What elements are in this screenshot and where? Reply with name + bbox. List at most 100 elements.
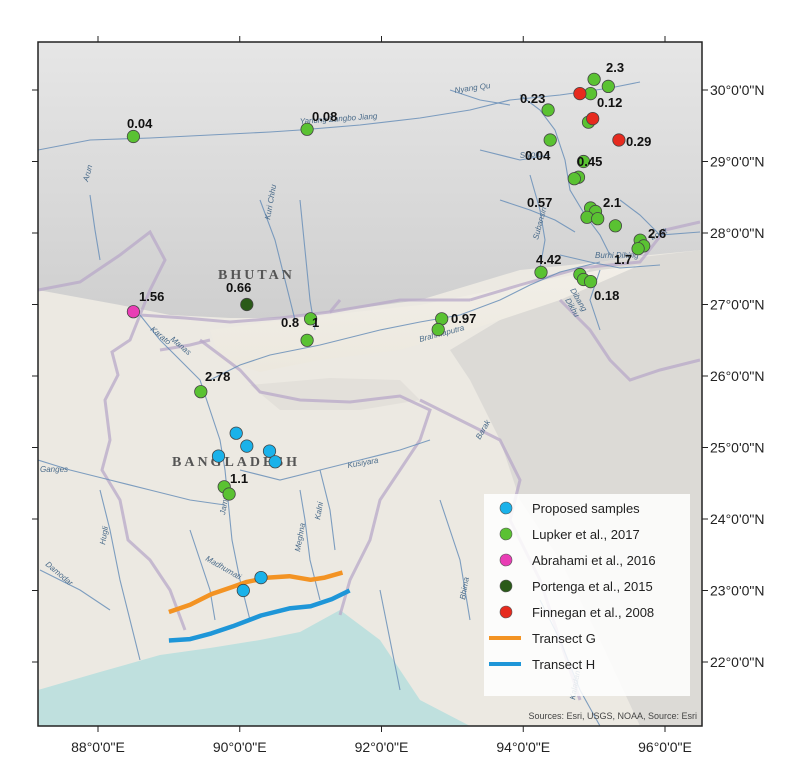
river-line: [189, 529, 216, 621]
value-label: 1: [312, 315, 319, 330]
legend-label: Transect H: [532, 657, 595, 672]
value-label: 2.6: [648, 226, 666, 241]
country-boundary: [159, 338, 211, 352]
river-label: Kalni: [313, 501, 325, 520]
x-tick-label: 90°0'0"E: [213, 739, 267, 755]
river-label: Burhi Dihing: [595, 251, 639, 260]
sample-point: [534, 265, 548, 279]
river-line: [379, 589, 401, 691]
legend-label: Abrahami et al., 2016: [532, 553, 656, 568]
sample-point: [586, 112, 600, 126]
sample-points: [126, 72, 651, 598]
sample-point: [583, 274, 598, 289]
river-label: Siyom: [519, 149, 542, 160]
country-boundary: [329, 298, 470, 314]
y-tick-label: 24°0'0"N: [710, 511, 765, 527]
x-tick-label: 94°0'0"E: [496, 739, 550, 755]
sample-point: [576, 154, 591, 169]
country-boundary: [558, 298, 701, 382]
country-boundary: [199, 338, 432, 616]
river-label: Ganges: [40, 465, 68, 474]
value-label: 2.78: [205, 369, 230, 384]
y-tick-label: 26°0'0"N: [710, 368, 765, 384]
value-label: 0.66: [226, 280, 251, 295]
river-line: [619, 199, 701, 236]
sample-point: [543, 133, 557, 147]
graticule-ticks: 88°0'0"E 90°0'0"E 92°0'0"E 94°0'0"E 96°0'0"E…: [32, 36, 765, 755]
sample-point: [254, 570, 268, 585]
y-tick-label: 22°0'0"N: [710, 654, 765, 670]
sample-point: [567, 172, 581, 186]
river-label: Hugli: [98, 526, 110, 546]
country-boundaries: [38, 220, 701, 701]
sample-point: [211, 449, 226, 463]
attribution: Sources: Esri, USGS, NOAA, Source: Esri: [528, 711, 697, 721]
country-boundary: [469, 220, 701, 302]
x-tick-label: 96°0'0"E: [638, 739, 692, 755]
sample-point: [608, 219, 623, 233]
x-tick-label: 88°0'0"E: [71, 739, 125, 755]
value-label: 2.1: [603, 195, 621, 210]
sample-point: [194, 385, 208, 399]
value-label: 1.1: [230, 471, 248, 486]
legend-symbol: [499, 501, 513, 515]
sample-point: [126, 129, 140, 144]
value-label: 1.56: [139, 289, 164, 304]
value-label: 0.97: [451, 311, 476, 326]
sample-point: [587, 72, 601, 86]
y-tick-label: 29°0'0"N: [710, 154, 765, 170]
sample-point: [631, 242, 645, 256]
legend: Proposed samples Lupker et al., 2017 Abrah…: [484, 494, 690, 696]
value-label: 0.04: [525, 148, 551, 163]
value-labels: 2.3 0.23 0.12 0.04 0.08 0.04 0.29 0.45 0.57 2.1 2.…: [127, 60, 666, 486]
river-line: [529, 174, 546, 269]
river-label: Bhima: [458, 576, 471, 600]
value-label: 0.45: [577, 154, 602, 169]
country-label-bangladesh: BANGLADESH: [172, 455, 300, 470]
y-tick-label: 28°0'0"N: [710, 225, 765, 241]
sample-point: [300, 333, 314, 347]
sample-point: [268, 455, 282, 469]
y-tick-label: 27°0'0"N: [710, 297, 765, 313]
sample-point: [601, 79, 615, 94]
country-label-bhutan: BHUTAN: [218, 268, 295, 283]
value-label: 1.7: [614, 252, 632, 267]
sample-point: [229, 426, 243, 440]
value-label: 0.12: [597, 95, 622, 110]
sample-point: [300, 122, 314, 136]
river-line: [99, 489, 141, 661]
y-tick-label: 25°0'0"N: [710, 440, 765, 456]
country-boundary: [38, 229, 342, 324]
legend-label: Transect G: [532, 631, 596, 646]
legend-symbol: [499, 605, 513, 619]
river-line: [319, 469, 336, 551]
legend-label: Finnegan et al., 2008: [532, 605, 654, 620]
legend-label: Proposed samples: [532, 501, 640, 516]
sample-point: [612, 133, 626, 147]
sample-point: [222, 487, 236, 501]
value-label: 0.08: [312, 109, 337, 124]
river-line: [38, 81, 641, 151]
sample-point: [240, 439, 254, 453]
legend-symbol: [499, 527, 513, 541]
country-boundary: [100, 314, 187, 631]
value-label: 2.3: [606, 60, 624, 75]
river-line: [439, 499, 471, 621]
value-label: 0.8: [281, 315, 299, 330]
legend-symbol: [499, 553, 513, 567]
sample-point: [236, 583, 250, 598]
x-tick-label: 92°0'0"E: [355, 739, 409, 755]
value-label: 0.04: [127, 116, 153, 131]
legend-symbol: [499, 579, 513, 593]
river-line: [139, 314, 251, 621]
value-label: 4.42: [536, 252, 561, 267]
value-label: 0.18: [594, 288, 619, 303]
sample-point: [240, 297, 254, 312]
river-line: [38, 459, 226, 506]
legend-label: Lupker et al., 2017: [532, 527, 640, 542]
sample-point: [541, 103, 555, 117]
y-tick-label: 23°0'0"N: [710, 583, 765, 599]
basemap: [38, 42, 702, 726]
